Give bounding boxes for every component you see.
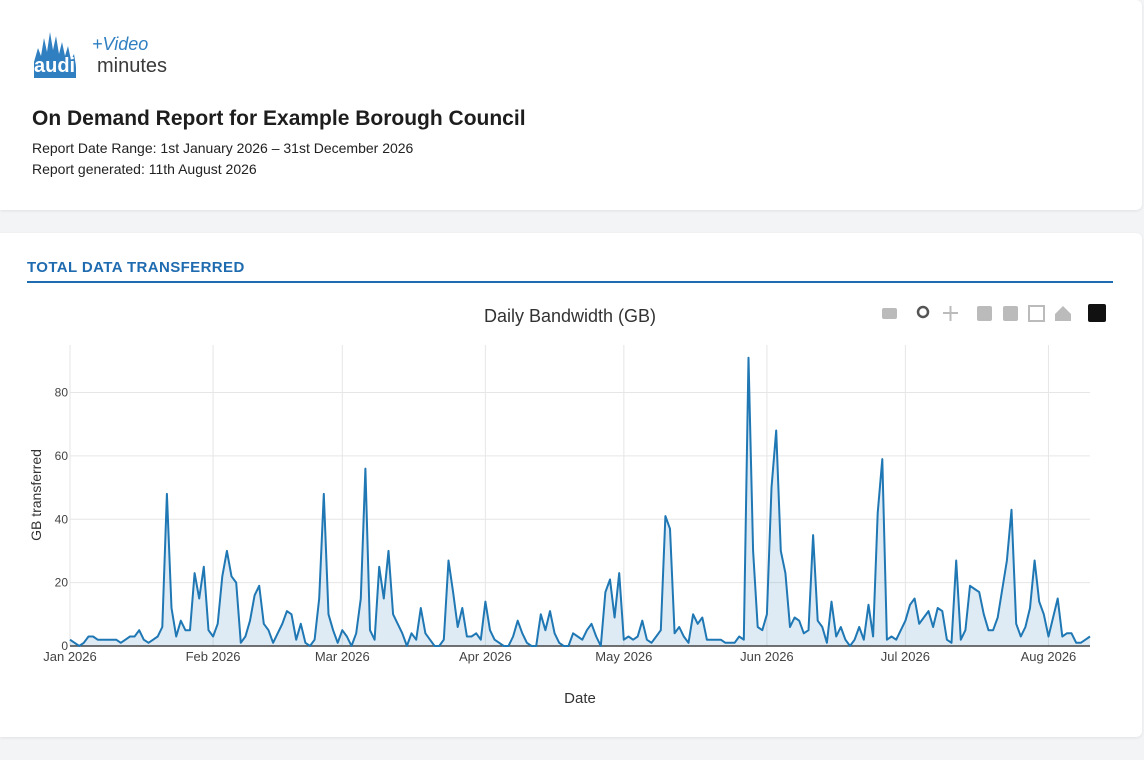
area bbox=[70, 357, 1090, 646]
pan-button[interactable] bbox=[943, 306, 958, 321]
logo: audio minutes +Video bbox=[34, 32, 167, 78]
date-range: Report Date Range: 1st January 2026 – 31… bbox=[32, 140, 414, 156]
x-tick-label: May 2026 bbox=[595, 649, 652, 664]
y-axis-title: GB transferred bbox=[28, 449, 44, 541]
y-tick-label: 20 bbox=[55, 576, 69, 590]
x-tick-label: Mar 2026 bbox=[315, 649, 370, 664]
chart-title: Daily Bandwidth (GB) bbox=[484, 306, 656, 326]
camera-button[interactable] bbox=[882, 308, 897, 319]
x-axis-title: Date bbox=[564, 690, 596, 707]
y-tick-label: 80 bbox=[55, 386, 69, 400]
plotly-logo[interactable] bbox=[1088, 304, 1106, 322]
zoom-in-button[interactable] bbox=[977, 306, 992, 321]
zoom-out-button[interactable] bbox=[1003, 306, 1018, 321]
x-tick-label: Feb 2026 bbox=[186, 649, 241, 664]
line bbox=[69, 356, 1091, 647]
modebar bbox=[882, 304, 1106, 322]
section-rule bbox=[27, 281, 1113, 283]
x-tick-label: Jun 2026 bbox=[740, 649, 794, 664]
grid bbox=[69, 345, 1090, 647]
logo-audio: audio bbox=[34, 55, 87, 77]
x-tick-label: Aug 2026 bbox=[1021, 649, 1077, 664]
generated-date: Report generated: 11th August 2026 bbox=[32, 161, 257, 177]
chart-card: TOTAL DATA TRANSFERRED bbox=[0, 233, 1142, 737]
zoom-button[interactable] bbox=[916, 305, 930, 319]
autoscale-button[interactable] bbox=[1028, 305, 1045, 322]
y-tick-label: 60 bbox=[55, 449, 69, 463]
header-card: audio minutes +Video On Demand Report fo… bbox=[0, 0, 1142, 210]
report-title: On Demand Report for Example Borough Cou… bbox=[32, 107, 526, 130]
logo-minutes: minutes bbox=[97, 55, 167, 77]
reset-button[interactable] bbox=[1055, 306, 1071, 321]
logo-wave bbox=[34, 32, 76, 78]
y-tick-label: 0 bbox=[61, 639, 68, 653]
section-title: TOTAL DATA TRANSFERRED bbox=[27, 259, 245, 276]
x-tick-label: Apr 2026 bbox=[459, 649, 512, 664]
logo-video: +Video bbox=[92, 34, 148, 54]
y-tick-label: 40 bbox=[55, 512, 69, 526]
x-tick-label: Jul 2026 bbox=[881, 649, 930, 664]
x-tick-label: Jan 2026 bbox=[43, 649, 97, 664]
